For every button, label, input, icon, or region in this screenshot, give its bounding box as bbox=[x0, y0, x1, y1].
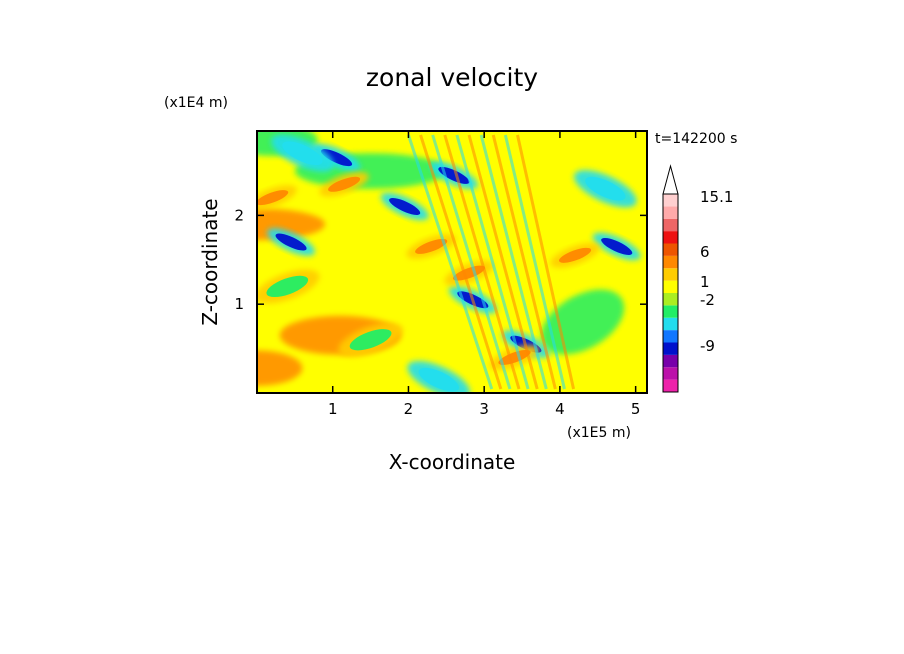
x-tick-label: 3 bbox=[479, 400, 489, 418]
field-feature bbox=[282, 141, 323, 165]
colorbar-level bbox=[663, 280, 678, 293]
colorbar-frame bbox=[662, 193, 679, 393]
field-feature bbox=[601, 237, 633, 255]
field-feature bbox=[585, 176, 626, 201]
y-axis: 12 bbox=[234, 206, 647, 313]
y-tick-label: 1 bbox=[234, 295, 244, 313]
y-axis-title: Z-coordinate bbox=[198, 198, 222, 325]
wave-beam bbox=[516, 134, 576, 390]
colorbar-level bbox=[663, 330, 678, 343]
colorbar-label: -2 bbox=[700, 291, 715, 309]
colorbar-level bbox=[663, 268, 678, 281]
colorbar-label: -9 bbox=[700, 337, 715, 355]
x-axis: 1 2 3 4 5 bbox=[328, 131, 640, 418]
y-unit-label: (x1E4 m) bbox=[164, 95, 228, 111]
colorbar-level bbox=[663, 379, 678, 392]
colorbar-level bbox=[663, 243, 678, 256]
colorbar-level bbox=[663, 255, 678, 269]
wave-beam bbox=[455, 134, 530, 390]
x-tick-label: 4 bbox=[555, 400, 565, 418]
wave-beam bbox=[443, 134, 521, 390]
wave-beam bbox=[407, 134, 494, 390]
colorbar-level bbox=[663, 317, 678, 331]
colorbar-level bbox=[663, 231, 678, 244]
colorbar-label: 1 bbox=[700, 273, 710, 291]
wave-beam bbox=[491, 134, 557, 390]
colorbar-level bbox=[663, 194, 678, 207]
colorbar-level bbox=[663, 354, 678, 368]
wave-beam bbox=[479, 134, 548, 390]
field-feature bbox=[558, 247, 592, 263]
x-unit-label: (x1E5 m) bbox=[567, 425, 631, 441]
colorbar-extend-arrow bbox=[662, 164, 679, 195]
x-tick-label: 1 bbox=[328, 400, 338, 418]
field-feature bbox=[498, 349, 531, 365]
colorbar: 15.1 6 1-2 -9 bbox=[662, 164, 733, 393]
x-tick-label: 2 bbox=[404, 400, 414, 418]
field-feature bbox=[320, 149, 353, 167]
wave-beam bbox=[467, 134, 539, 390]
colorbar-label: 15.1 bbox=[700, 188, 733, 206]
field-feature bbox=[257, 190, 289, 206]
plot-frame bbox=[256, 130, 648, 394]
colorbar-level bbox=[663, 367, 678, 380]
wave-beam bbox=[419, 134, 503, 390]
field-feature bbox=[438, 166, 470, 184]
colorbar-level bbox=[663, 305, 678, 318]
chart-title: zonal velocity bbox=[366, 63, 538, 92]
field-feature bbox=[418, 367, 459, 392]
wave-beam bbox=[431, 134, 512, 390]
field-feature bbox=[266, 275, 309, 298]
colorbar-level bbox=[663, 342, 678, 355]
field-feature bbox=[328, 176, 361, 192]
colorbar-level bbox=[663, 206, 678, 219]
x-tick-label: 5 bbox=[631, 400, 641, 418]
field-band bbox=[257, 350, 303, 386]
field-feature bbox=[349, 329, 392, 351]
x-axis-title: X-coordinate bbox=[389, 450, 516, 474]
velocity-field bbox=[257, 131, 647, 393]
colorbar-label: 6 bbox=[700, 243, 710, 261]
colorbar-level bbox=[663, 293, 678, 306]
colorbar-level bbox=[663, 218, 678, 232]
time-label: t=142200 s bbox=[655, 131, 737, 147]
field-feature bbox=[452, 265, 486, 281]
wave-beam bbox=[503, 134, 566, 390]
field-feature bbox=[389, 197, 421, 215]
field-feature bbox=[275, 233, 307, 251]
y-tick-label: 2 bbox=[234, 206, 244, 224]
field-feature bbox=[415, 238, 448, 254]
